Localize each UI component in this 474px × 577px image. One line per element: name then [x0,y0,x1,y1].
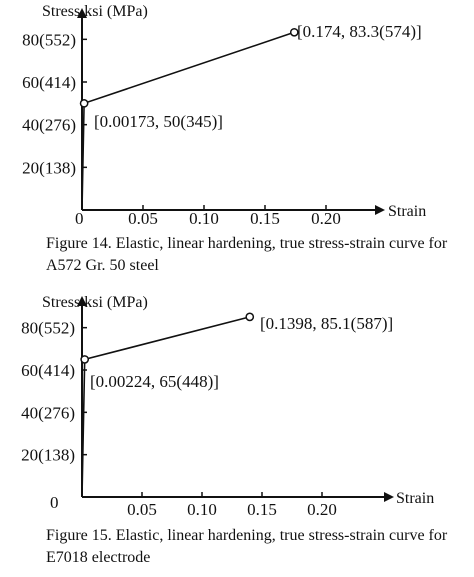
fig15-x-axis-arrow [384,492,394,502]
fig14-y-axis-title: Stress ksi (MPa) [42,3,148,20]
fig15-series-line [81,316,250,498]
fig15-x-tick-label: 0.15 [247,500,277,519]
fig14-x-tick-label: 0.20 [311,209,341,228]
fig15-x-tick-label: 0.05 [127,500,157,519]
fig15-point-label: [0.1398, 85.1(587)] [260,314,393,333]
fig14-point-label: [0.00173, 50(345)] [94,112,223,131]
figure-14-caption: Figure 14. Elastic, linear hardening, tr… [46,235,448,274]
fig14-point-label: [0.174, 83.3(574)] [297,22,422,41]
fig14-y-tick-label: 80(552) [22,30,76,49]
fig14-x-tick-label: 0.10 [189,209,219,228]
fig14-origin-label: 0 [75,209,84,228]
fig14-x-axis-title: Strain [388,203,426,220]
fig15-y-axis-arrow [77,296,87,306]
fig15-data-point [245,312,255,322]
fig14-y-axis-arrow [77,8,87,18]
fig15-data-point [80,355,90,364]
fig14-data-point [289,27,299,37]
fig14-x-tick-label: 0.05 [128,209,158,228]
fig15-y-tick-label: 60(414) [21,361,75,380]
figure-15-caption: Figure 15. Elastic, linear hardening, tr… [46,527,448,566]
fig14-y-tick-label: 20(138) [22,158,76,177]
fig14-x-tick-label: 0.15 [250,209,280,228]
fig15-x-tick-label: 0.20 [307,500,337,519]
fig15-origin-label: 0 [50,493,59,512]
fig15-y-tick-label: 20(138) [21,446,75,465]
fig14-y-tick-label: 40(276) [22,116,76,135]
fig14-x-axis-arrow [375,205,385,215]
fig15-y-axis-title: Stress ksi (MPa) [42,294,148,311]
fig15-x-tick-label: 0.10 [187,500,217,519]
fig15-y-tick-label: 40(276) [21,403,75,422]
fig15-y-tick-label: 80(552) [21,319,75,338]
fig14-data-point [79,98,89,108]
fig14-y-tick-label: 60(414) [22,73,76,92]
fig15-point-label: [0.00224, 65(448)] [90,372,219,391]
fig15-x-axis-title: Strain [396,490,434,507]
